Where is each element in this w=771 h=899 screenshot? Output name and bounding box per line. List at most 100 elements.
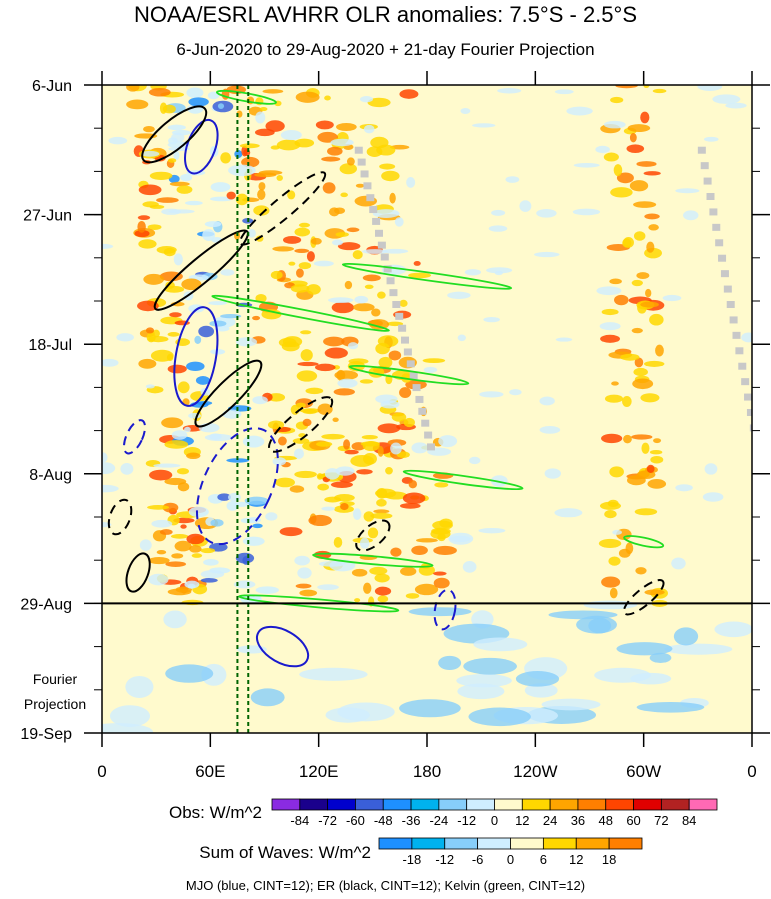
olr-patch [280, 129, 302, 141]
olr-patch [612, 529, 623, 535]
olr-patch [186, 361, 205, 372]
olr-patch [177, 381, 190, 394]
olr-patch [402, 492, 426, 505]
olr-patch [162, 104, 176, 114]
projection-patch [325, 707, 370, 723]
olr-patch [288, 261, 296, 266]
olr-patch [204, 221, 222, 228]
olr-patch [138, 184, 162, 196]
olr-patch [408, 272, 432, 279]
obs-colorbar-level-label: -84 [290, 813, 309, 828]
olr-patch [650, 455, 664, 464]
olr-patch [620, 353, 640, 361]
olr-patch [346, 227, 360, 233]
contour-line [215, 89, 277, 105]
missing-data [406, 360, 415, 368]
olr-patch [400, 566, 417, 576]
olr-patch [180, 524, 187, 529]
olr-patch [363, 582, 372, 594]
olr-patch [390, 547, 402, 557]
olr-patch [478, 527, 506, 534]
olr-patch [377, 291, 386, 299]
olr-patch [622, 396, 632, 407]
olr-patch [337, 242, 361, 251]
olr-patch [632, 378, 654, 390]
contour-line [268, 396, 334, 453]
missing-data [761, 486, 769, 493]
olr-patch [239, 143, 260, 149]
projection-patch [399, 699, 461, 718]
olr-patch [340, 502, 349, 511]
olr-patch [361, 434, 378, 440]
olr-patch [640, 393, 660, 403]
olr-patch [242, 536, 265, 546]
olr-patch [317, 131, 338, 143]
contour-line [623, 535, 665, 549]
olr-patch [234, 150, 243, 159]
projection-patch [163, 610, 187, 629]
olr-patch [321, 506, 336, 511]
projection-patch [524, 683, 558, 698]
olr-patch [126, 99, 149, 110]
olr-patch [344, 449, 359, 455]
missing-data [749, 424, 752, 432]
olr-patch [315, 120, 334, 130]
olr-patch [598, 538, 622, 548]
missing-data [409, 372, 418, 380]
olr-patch [167, 124, 186, 131]
projection-patch [438, 655, 462, 671]
missing-data [735, 347, 744, 355]
waves-colorbar-level-label: 6 [540, 852, 547, 867]
olr-patch [631, 279, 643, 287]
projection-label-line2: Projection [24, 696, 86, 712]
olr-patch [217, 493, 231, 501]
olr-patch [704, 463, 718, 475]
olr-patch [186, 452, 201, 460]
missing-data [741, 378, 750, 386]
olr-patch [169, 312, 182, 318]
missing-data [380, 253, 389, 261]
olr-patch [601, 433, 623, 444]
olr-patch [170, 534, 189, 539]
missing-data [357, 158, 366, 166]
olr-patch [712, 94, 741, 104]
olr-patch [210, 196, 233, 202]
olr-patch [226, 458, 250, 463]
olr-patch [374, 586, 392, 596]
olr-patch [191, 553, 203, 558]
olr-patch [633, 231, 646, 241]
obs-colorbar-level-label: -36 [402, 813, 421, 828]
olr-patch [209, 320, 227, 327]
olr-patch [438, 435, 458, 448]
olr-patch [289, 485, 305, 493]
olr-patch [327, 146, 343, 156]
olr-patch [262, 89, 284, 94]
olr-patch [265, 512, 278, 521]
olr-patch [242, 435, 265, 448]
olr-patch [671, 557, 686, 570]
obs-colorbar-level-label: 84 [682, 813, 696, 828]
olr-patch [255, 586, 279, 594]
missing-data [746, 409, 752, 416]
olr-patch [275, 477, 295, 488]
contour-line [122, 419, 147, 455]
obs-colorbar-level-label: -12 [457, 813, 476, 828]
missing-data [715, 239, 724, 247]
obs-colorbar-swatch [327, 798, 356, 811]
olr-patch [371, 308, 381, 317]
obs-colorbar-level-label: 36 [571, 813, 585, 828]
contour-line [211, 294, 390, 332]
olr-patch [644, 589, 665, 596]
olr-patch [362, 274, 381, 282]
olr-patch [173, 151, 180, 160]
missing-data [412, 384, 421, 392]
olr-patch [396, 451, 410, 459]
waves-colorbar-level-label: -18 [402, 852, 421, 867]
olr-patch [601, 308, 619, 316]
olr-patch [364, 284, 374, 290]
olr-patch [137, 300, 159, 312]
olr-patch [352, 250, 363, 260]
olr-patch [378, 356, 393, 369]
olr-patch [635, 567, 647, 575]
olr-patch [241, 156, 260, 168]
